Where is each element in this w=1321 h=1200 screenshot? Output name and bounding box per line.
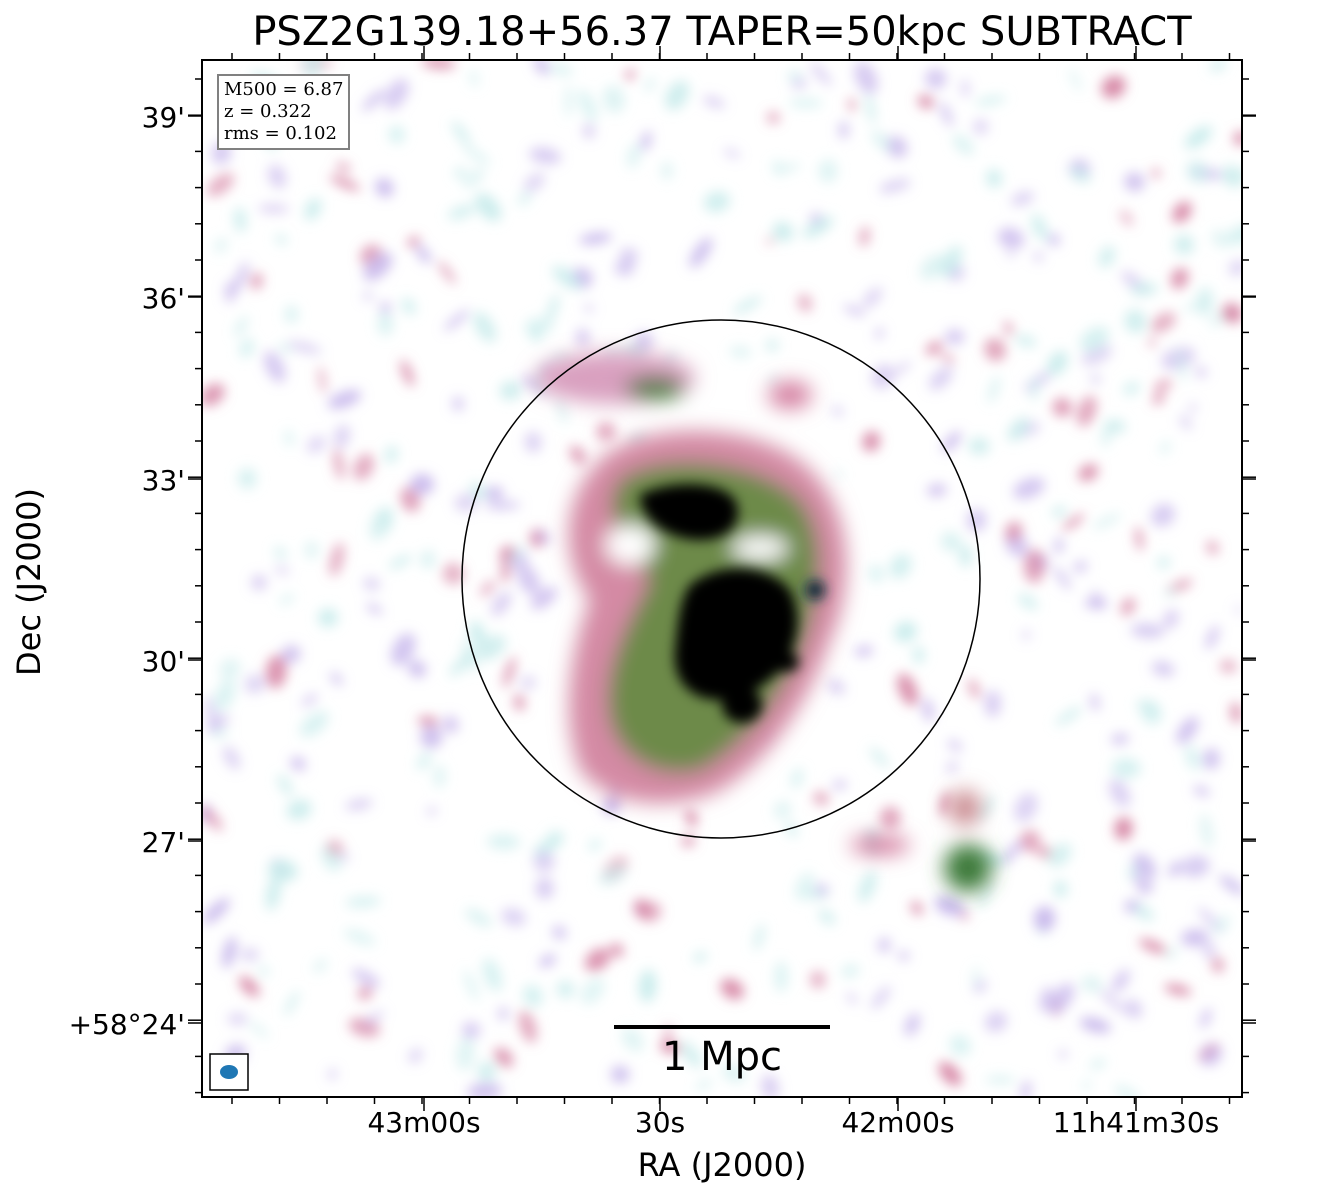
beam-ellipse [220,1065,238,1079]
x-tick-label: 42m00s [841,1106,955,1139]
y-tick-label: 33' [141,464,185,497]
y-tick-label: 36' [141,282,185,315]
y-tick-label: 30' [141,645,185,678]
rms-value: rms = 0.102 [224,123,337,144]
r500-circle [461,319,981,839]
plot-title: PSZ2G139.18+56.37 TAPER=50kpc SUBTRACT [252,9,1192,55]
redshift-value: z = 0.322 [224,101,312,122]
y-tick-label: 39' [141,101,185,134]
y-axis-label: Dec (J2000) [10,488,48,676]
axis-ticks [188,46,1256,1111]
x-tick-label: 30s [634,1106,686,1139]
x-tick-label: 43m00s [367,1106,481,1139]
y-tick-label: +58°24' [68,1008,185,1041]
x-axis-label: RA (J2000) [637,1146,807,1184]
x-tick-label: 11h41m30s [1052,1106,1220,1139]
m500-value: M500 = 6.87 [224,79,344,100]
y-tick-label: 27' [141,826,185,859]
cluster-info-box: M500 = 6.87 z = 0.322 rms = 0.102 [217,74,351,150]
scale-bar-label: 1 Mpc [661,1034,783,1080]
plot-frame [201,59,1243,1098]
